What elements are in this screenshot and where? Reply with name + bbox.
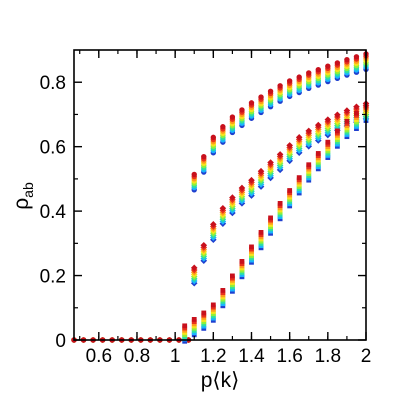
data-point-square xyxy=(306,162,312,168)
x-tick-label: 1 xyxy=(170,346,181,367)
y-axis-title: ρab xyxy=(10,182,36,210)
data-point-square xyxy=(220,288,226,293)
data-point-diamond xyxy=(305,127,313,135)
x-tick-label: 1.8 xyxy=(315,346,341,367)
y-tick-label: 0.4 xyxy=(40,202,67,223)
data-point-circle xyxy=(239,107,245,113)
plot-frame xyxy=(73,49,367,341)
data-point-circle xyxy=(325,63,331,69)
data-point-diamond xyxy=(314,121,322,129)
y-axis-title-subscript: ab xyxy=(20,182,36,198)
data-marks xyxy=(71,51,370,344)
data-point-circle xyxy=(334,60,341,66)
y-tick-label: 0.8 xyxy=(40,73,66,94)
data-point-square xyxy=(277,201,283,206)
y-tick-label: 0 xyxy=(55,331,66,352)
data-point-diamond xyxy=(248,176,255,184)
y-tick-label: 0.2 xyxy=(40,267,66,288)
data-point-square xyxy=(239,259,245,264)
data-point-diamond xyxy=(343,107,351,114)
x-tick-label: 0.6 xyxy=(86,346,112,367)
data-point-diamond xyxy=(219,204,227,212)
data-point-square xyxy=(191,317,197,322)
x-tick-label: 0.8 xyxy=(124,346,150,367)
data-point-diamond xyxy=(276,151,284,158)
data-point-square xyxy=(296,175,302,181)
data-point-square xyxy=(325,139,331,145)
data-point-diamond xyxy=(334,111,341,119)
x-tick-label: 1.6 xyxy=(276,346,302,367)
data-point-square xyxy=(182,323,188,329)
svg-text:ρab: ρab xyxy=(10,182,36,210)
data-point-diamond xyxy=(190,264,198,272)
data-point-diamond xyxy=(210,221,217,228)
data-point-circle xyxy=(306,70,312,76)
data-point-square xyxy=(201,310,207,316)
data-point-circle xyxy=(267,88,274,94)
data-point-circle xyxy=(258,94,264,100)
data-point-square xyxy=(344,118,350,124)
data-point-square xyxy=(258,230,264,235)
data-point-square xyxy=(249,244,254,250)
data-point-diamond xyxy=(267,159,274,166)
data-point-square xyxy=(210,302,216,308)
x-tick-label: 1.2 xyxy=(200,346,226,367)
data-point-circle xyxy=(296,74,302,80)
x-axis-title: p⟨k⟩ xyxy=(201,369,240,392)
data-point-square xyxy=(334,128,340,134)
data-point-diamond xyxy=(295,134,303,141)
data-point-circle xyxy=(286,78,293,84)
data-point-circle xyxy=(191,171,197,178)
data-point-diamond xyxy=(324,116,332,123)
y-tick-label: 0.6 xyxy=(40,138,66,159)
data-point-circle xyxy=(229,114,236,120)
data-point-square xyxy=(287,188,293,193)
data-point-square xyxy=(268,215,273,221)
axes: 0.6 0.8 1 1.2 1.4 1.6 1.8 2 0 0.2 0.4 0.6 0.8 xyxy=(40,50,372,367)
data-point-circle xyxy=(277,83,283,89)
data-point-circle xyxy=(220,124,226,130)
data-point-circle xyxy=(201,153,207,160)
data-point-diamond xyxy=(257,167,265,175)
data-point-diamond xyxy=(238,184,246,192)
data-point-diamond xyxy=(353,103,360,111)
x-tick-label: 1.4 xyxy=(238,346,265,367)
data-point-diamond xyxy=(286,142,293,149)
data-point-circle xyxy=(210,134,217,141)
y-axis-title-main: ρ xyxy=(10,198,33,210)
data-point-square xyxy=(230,273,235,279)
data-point-diamond xyxy=(229,194,236,201)
data-point-square xyxy=(315,151,321,156)
data-point-circle xyxy=(315,66,321,73)
data-point-circle xyxy=(344,57,350,63)
data-point-diamond xyxy=(200,242,208,249)
x-tick-label: 2 xyxy=(361,346,372,367)
data-point-square xyxy=(354,110,359,116)
data-point-circle xyxy=(248,100,255,106)
data-point-circle xyxy=(353,54,360,60)
